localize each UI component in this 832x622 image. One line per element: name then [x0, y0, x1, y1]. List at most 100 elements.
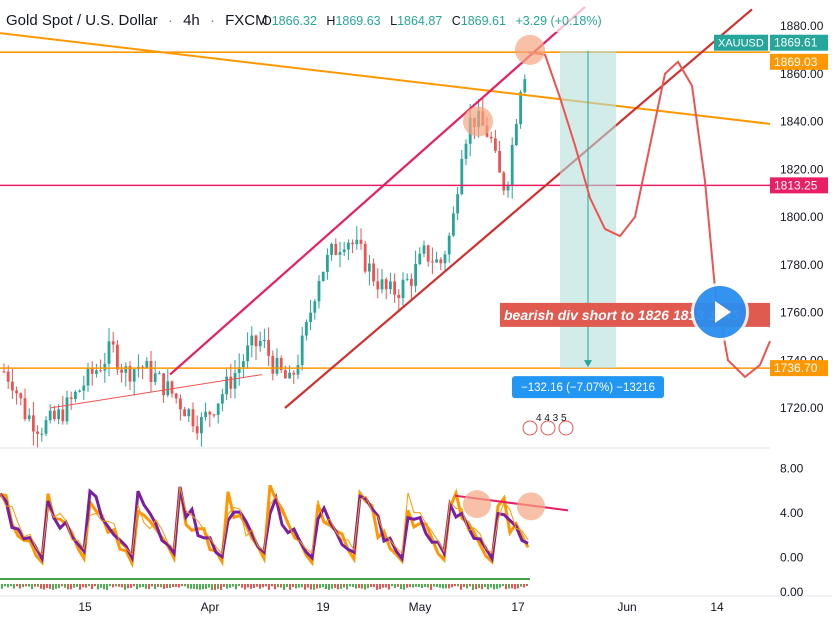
candle-body: [305, 322, 308, 336]
candle-body: [74, 391, 77, 400]
candle-body: [254, 335, 258, 347]
candle-body: [107, 341, 111, 364]
candle-body: [439, 259, 443, 264]
candle-body: [57, 409, 60, 420]
candle-body: [309, 312, 312, 323]
candle-body: [414, 264, 417, 286]
candle-body: [376, 281, 380, 290]
candle-body: [221, 394, 224, 404]
candle-body: [380, 279, 384, 290]
change-value: +3.29 (+0.18%): [515, 14, 601, 28]
candle-body: [128, 366, 132, 382]
svg-text:O1866.32 H1869.63: O1866.32 H1869.63 L1864.87 C1869.61 +3.2…: [262, 14, 602, 28]
candle-body: [216, 403, 220, 416]
oscillator-line-purple: [0, 486, 529, 564]
candle-body: [393, 281, 396, 295]
oscillator-pane[interactable]: [0, 484, 569, 569]
candle-body: [326, 254, 329, 272]
candle-body: [124, 366, 128, 373]
time-tick-label: 14: [710, 600, 724, 614]
candle-body: [489, 136, 493, 139]
low-support-price-tag: 1736.70: [774, 361, 818, 375]
symbol-name: Gold Spot / U.S. Dollar: [6, 12, 158, 29]
candle-body: [519, 92, 522, 125]
candle-body: [401, 279, 405, 299]
candle-body: [229, 376, 233, 389]
candle-body: [456, 194, 459, 214]
candle-body: [237, 367, 241, 374]
play-button[interactable]: [694, 286, 746, 338]
projection-path: [527, 51, 771, 379]
candle-body: [435, 259, 438, 263]
price-tick-label: 1720.00: [780, 401, 824, 415]
candle-body: [179, 398, 182, 410]
candle-body: [267, 340, 270, 356]
candle-body: [132, 369, 136, 382]
measure-label-bg: [512, 376, 664, 399]
candle-body: [149, 360, 153, 383]
candle-body: [300, 335, 304, 366]
candle-body: [242, 361, 245, 368]
price-axis[interactable]: [770, 0, 832, 622]
candle-body: [355, 239, 359, 245]
candle-body: [44, 420, 48, 434]
sub-oscillator-tick-label: 0.00: [780, 585, 804, 599]
oscillator-tick-label: 0.00: [780, 550, 804, 564]
candle-body: [11, 381, 14, 391]
price-tick-label: 1780.00: [780, 258, 824, 272]
symbol-legend[interactable]: Gold Spot / U.S. Dollar · 4h · FXCM O186…: [0, 6, 620, 32]
last-price-tag-bg: [770, 34, 828, 51]
price-tick-label: 1840.00: [780, 115, 824, 129]
candle-body: [263, 340, 266, 342]
candle-body: [447, 235, 451, 255]
oscillator-line-thin: [0, 486, 529, 556]
price-tick-label: 1760.00: [780, 306, 824, 320]
last-price-tag: 1869.61: [774, 36, 818, 50]
time-tick-label: 19: [316, 600, 330, 614]
time-axis-labels: 15 Apr 19 May 17 Jun 14: [78, 600, 724, 614]
candle-body: [279, 357, 283, 371]
candle-body: [460, 158, 464, 195]
candle-body: [53, 410, 56, 420]
candle-body: [288, 372, 291, 379]
mid-support-price-tag-bg: [770, 177, 828, 194]
candle-body: [464, 143, 468, 159]
event-flag-icon: [558, 420, 574, 436]
candle-body: [431, 261, 434, 263]
candle-body: [275, 357, 279, 374]
highlight-circle: [463, 490, 491, 519]
candle-body: [145, 360, 149, 368]
candle-body: [422, 245, 426, 254]
price-tick-label: 1860.00: [780, 67, 824, 81]
interval-label: 4h: [183, 12, 200, 29]
svg-text:Gold Spot / U.S. Dollar: Gold Spot / U.S. Dollar · 4h · FXCM: [6, 12, 268, 29]
price-pane[interactable]: −132.16 (−7.07%) −13216 bearish div short…: [0, 6, 771, 448]
candle-body: [250, 335, 254, 346]
channel-upper-line: [169, 6, 586, 376]
candle-body: [498, 150, 501, 173]
candle-body: [27, 415, 31, 420]
symbol-badge: XAUUSD: [718, 38, 764, 50]
resistance-price-tag-bg: [770, 53, 828, 70]
play-icon: [715, 301, 731, 323]
candle-body: [65, 397, 69, 422]
candle-body: [292, 372, 296, 375]
candle-body: [418, 253, 422, 265]
candle-body: [78, 390, 81, 392]
candle-body: [405, 278, 409, 280]
candle-body: [258, 340, 262, 347]
highlight-circle: [463, 106, 493, 137]
open-value: 1866.32: [272, 14, 317, 28]
candle-body: [246, 345, 249, 362]
sub-oscillator-pane[interactable]: [0, 576, 530, 590]
candle-body: [233, 373, 237, 389]
event-flag-icon: [522, 420, 538, 436]
candle-body: [204, 411, 207, 418]
candle-body: [347, 242, 350, 250]
candle-body: [510, 145, 514, 186]
candle-body: [82, 385, 86, 391]
candle-body: [187, 409, 191, 417]
high-value: 1869.63: [335, 14, 380, 28]
price-axis-labels: 1880.00 1860.00 1840.00 1820.00 1800.00 1780.…: [714, 19, 828, 599]
candle-body: [36, 431, 39, 434]
